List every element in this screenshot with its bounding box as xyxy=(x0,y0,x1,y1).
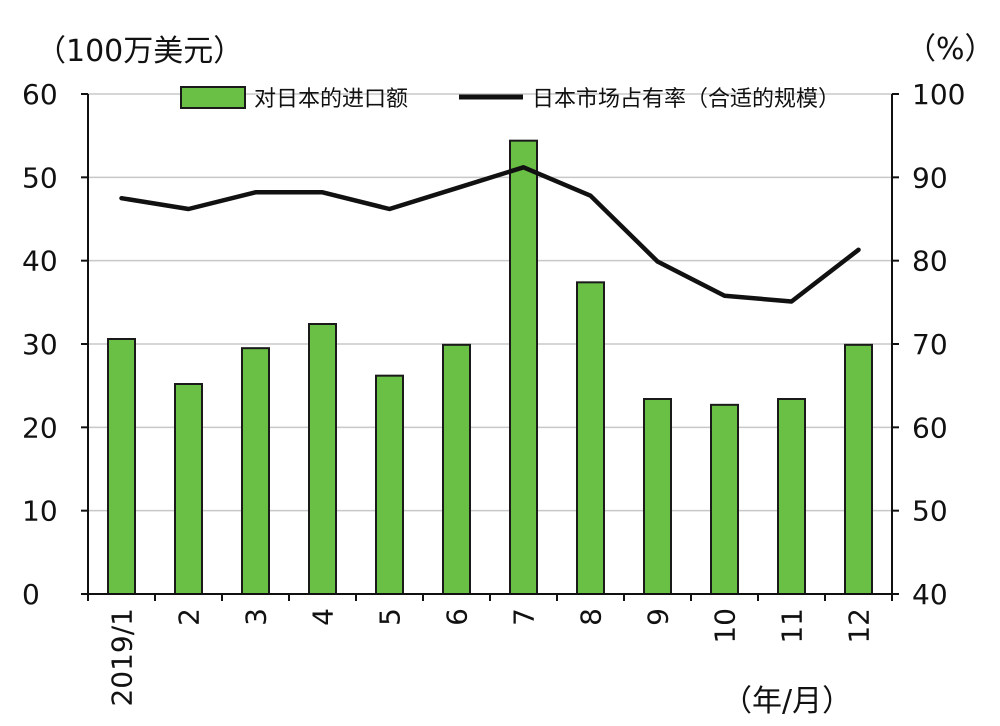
x-axis-unit-label: （年/月） xyxy=(722,684,853,719)
right-tick-label: 40 xyxy=(912,578,948,611)
legend-swatch-bar xyxy=(180,86,246,109)
bar xyxy=(643,398,672,595)
right-tick-label: 100 xyxy=(912,78,965,111)
x-tick-label: 2 xyxy=(173,608,206,626)
left-tick-label: 10 xyxy=(22,495,58,528)
line-series xyxy=(119,165,861,304)
x-tick-label: 3 xyxy=(240,608,273,626)
x-tick-label: 7 xyxy=(508,608,541,626)
x-tick-label: 9 xyxy=(642,608,675,626)
bar xyxy=(308,323,337,595)
right-tick-label: 50 xyxy=(912,495,948,528)
x-tick-label: 6 xyxy=(441,608,474,626)
bar xyxy=(174,383,203,595)
x-tick-label: 12 xyxy=(843,608,876,644)
x-tick-label: 4 xyxy=(307,608,340,626)
x-tick-label: 2019/1 xyxy=(106,608,139,707)
left-tick-label: 50 xyxy=(22,161,58,194)
bar xyxy=(442,343,471,596)
bar xyxy=(844,343,873,596)
right-tick-label: 80 xyxy=(912,245,948,278)
bar xyxy=(710,403,739,596)
bar xyxy=(107,338,136,595)
bar xyxy=(777,398,806,595)
right-axis-unit-label: （%） xyxy=(906,32,995,67)
axes: 0 10 20 30 40 50 60 40 50 60 70 80 90 100 2019/1 2 3 4 5 6 7… xyxy=(22,78,965,707)
left-tick-label: 30 xyxy=(22,328,58,361)
left-tick-label: 60 xyxy=(22,78,58,111)
left-axis-unit-label: （100万美元） xyxy=(36,34,244,69)
x-tick-label: 5 xyxy=(374,608,407,626)
bar-series xyxy=(107,139,873,596)
bar xyxy=(375,374,404,595)
share-line xyxy=(119,165,861,304)
bar xyxy=(241,347,270,595)
right-tick-label: 70 xyxy=(912,328,948,361)
legend-label-line: 日本市场占有率（合适的规模） xyxy=(532,87,840,112)
legend: 对日本的进口额 日本市场占有率（合适的规模） xyxy=(180,86,840,112)
right-tick-label: 90 xyxy=(912,161,948,194)
bar xyxy=(576,281,605,595)
left-tick-label: 40 xyxy=(22,245,58,278)
right-tick-label: 60 xyxy=(912,411,948,444)
legend-label-bar: 对日本的进口额 xyxy=(254,87,408,112)
x-tick-label: 11 xyxy=(776,608,809,644)
left-tick-label: 20 xyxy=(22,411,58,444)
bar xyxy=(509,139,538,596)
x-tick-label: 10 xyxy=(709,608,742,644)
gridlines xyxy=(88,93,892,512)
left-tick-label: 0 xyxy=(22,578,40,611)
x-tick-label: 8 xyxy=(575,608,608,626)
